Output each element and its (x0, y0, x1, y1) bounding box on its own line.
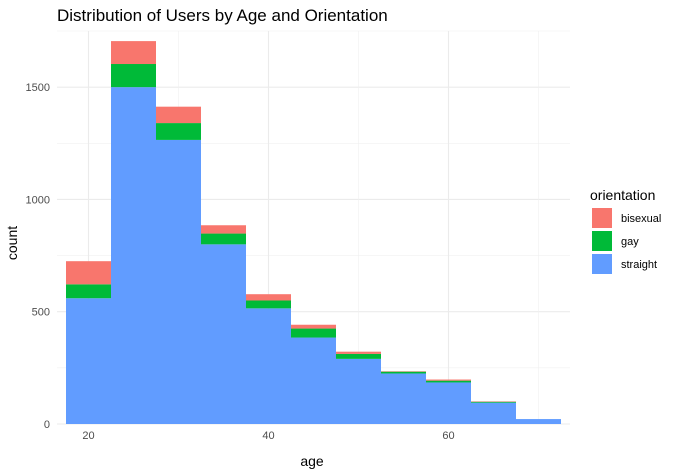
bar-bisexual-60 (426, 379, 471, 381)
bar-straight-65 (471, 402, 516, 424)
y-tick-label: 500 (32, 307, 50, 319)
bar-straight-50 (336, 358, 381, 424)
legend-key-bisexual (592, 208, 612, 228)
bar-gay-50 (336, 353, 381, 359)
legend-label-gay: gay (621, 236, 639, 248)
legend-label-bisexual: bisexual (621, 213, 661, 225)
bar-straight-60 (426, 382, 471, 424)
bar-bisexual-25 (111, 41, 156, 65)
bar-gay-30 (156, 123, 201, 140)
bar-gay-40 (246, 300, 291, 309)
bar-gay-20 (66, 284, 111, 299)
bar-bisexual-30 (156, 106, 201, 124)
bar-bisexual-50 (336, 351, 381, 354)
legend: orientation bisexual gay straight (590, 187, 661, 274)
legend-key-straight (592, 254, 612, 274)
x-tick-label: 40 (262, 430, 274, 442)
y-tick-label: 0 (44, 419, 50, 431)
legend-title: orientation (590, 187, 655, 203)
bar-straight-30 (156, 139, 201, 424)
bar-straight-35 (201, 244, 246, 424)
bar-straight-25 (111, 87, 156, 425)
bar-gay-25 (111, 64, 156, 88)
y-tick-label: 1000 (26, 194, 50, 206)
bar-bisexual-35 (201, 225, 246, 234)
y-tick-label: 1500 (26, 82, 50, 94)
legend-key-gay (592, 231, 612, 251)
bar-bisexual-45 (291, 324, 336, 329)
bar-straight-20 (66, 298, 111, 424)
bar-straight-40 (246, 308, 291, 424)
tick-labels: 0 500 1000 1500 20 40 60 (26, 82, 455, 442)
x-tick-label: 20 (82, 430, 94, 442)
chart-title: Distribution of Users by Age and Orienta… (57, 6, 388, 25)
bar-straight-45 (291, 337, 336, 424)
bar-straight-70 (516, 419, 561, 424)
x-axis-title: age (300, 453, 324, 469)
legend-label-straight: straight (621, 259, 657, 271)
bar-gay-35 (201, 233, 246, 245)
bar-gay-60 (426, 380, 471, 383)
bar-bisexual-20 (66, 261, 111, 285)
bar-gay-55 (381, 371, 426, 374)
bar-bisexual-40 (246, 294, 291, 301)
bar-gay-65 (471, 401, 516, 403)
bar-straight-55 (381, 373, 426, 424)
bars (66, 41, 561, 425)
y-axis-title: count (4, 226, 20, 260)
legend-items: bisexual gay straight (592, 208, 661, 274)
x-tick-label: 60 (442, 430, 454, 442)
bar-gay-45 (291, 328, 336, 338)
